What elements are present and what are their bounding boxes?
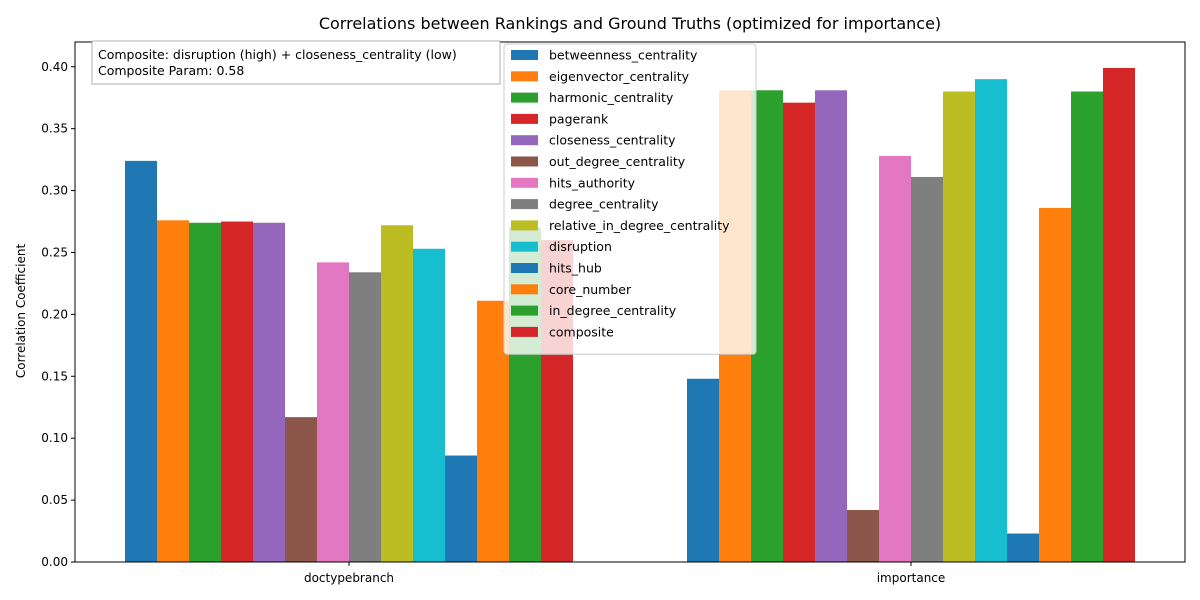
chart-title: Correlations between Rankings and Ground…: [319, 14, 941, 33]
y-tick-label: 0.25: [41, 245, 68, 259]
y-axis-label: Correlation Coefficient: [14, 244, 28, 379]
bar-closeness_centrality-doctypebranch: [253, 222, 285, 562]
bar-closeness_centrality-importance: [815, 90, 847, 563]
legend-label-disruption: disruption: [549, 239, 612, 254]
legend-swatch-relative_in_degree_centrality: [511, 220, 538, 231]
legend-swatch-disruption: [511, 241, 538, 252]
bar-out_degree_centrality-importance: [847, 510, 879, 562]
bar-hits_hub-importance: [1007, 533, 1039, 562]
bar-hits_hub-doctypebranch: [445, 455, 477, 562]
legend-label-pagerank: pagerank: [549, 111, 609, 126]
legend-label-hits_authority: hits_authority: [549, 175, 636, 190]
x-tick-label-doctypebranch: doctypebranch: [304, 571, 394, 585]
annotation-line-2: Composite Param: 0.58: [98, 63, 244, 78]
bar-in_degree_centrality-importance: [1071, 91, 1103, 563]
y-tick-label: 0.05: [41, 493, 68, 507]
bar-pagerank-importance: [783, 102, 815, 563]
legend-swatch-betweenness_centrality: [511, 50, 538, 60]
legend-swatch-closeness_centrality: [511, 135, 538, 146]
bar-betweenness_centrality-importance: [687, 378, 719, 562]
bar-disruption-doctypebranch: [413, 248, 445, 562]
bar-pagerank-doctypebranch: [221, 221, 253, 562]
legend-swatch-composite: [511, 326, 538, 337]
bar-out_degree_centrality-doctypebranch: [285, 417, 317, 562]
plot-frame: [74, 41, 1186, 563]
bar-degree_centrality-importance: [911, 176, 943, 562]
bar-composite-importance: [1103, 68, 1135, 562]
annotation-box: Composite: disruption (high) + closeness…: [91, 40, 501, 85]
y-tick-label: 0.35: [41, 122, 68, 136]
legend-label-betweenness_centrality: betweenness_centrality: [549, 48, 698, 63]
legend-frame: [503, 43, 757, 355]
bar-degree_centrality-doctypebranch: [349, 272, 381, 562]
y-tick-label: 0.15: [41, 369, 68, 383]
legend-label-degree_centrality: degree_centrality: [549, 197, 659, 212]
y-tick-label: 0.30: [41, 184, 68, 198]
bar-betweenness_centrality-doctypebranch: [125, 160, 157, 562]
y-tick-label: 0.00: [41, 555, 68, 569]
legend-swatch-degree_centrality: [511, 199, 538, 210]
legend-label-closeness_centrality: closeness_centrality: [549, 133, 676, 148]
legend-label-out_degree_centrality: out_degree_centrality: [549, 154, 686, 169]
legend-swatch-core_number: [511, 284, 538, 295]
legend-label-eigenvector_centrality: eigenvector_centrality: [549, 69, 690, 84]
y-tick-label: 0.10: [41, 431, 68, 445]
legend-swatch-pagerank: [511, 113, 538, 124]
legend-swatch-harmonic_centrality: [511, 92, 538, 103]
legend-label-harmonic_centrality: harmonic_centrality: [549, 90, 674, 105]
bar-harmonic_centrality-doctypebranch: [189, 222, 221, 562]
annotation-line-1: Composite: disruption (high) + closeness…: [98, 47, 457, 62]
axes-group: 0.00 0.05 0.10 0.15 0.20 0.25 0.30 0.35 0.40 doct…: [41, 41, 1186, 585]
legend-label-relative_in_degree_centrality: relative_in_degree_centrality: [549, 218, 730, 233]
legend-swatch-out_degree_centrality: [511, 156, 538, 167]
legend-label-composite: composite: [549, 324, 614, 339]
legend-swatch-hits_hub: [511, 263, 538, 273]
bar-relative_in_degree_centrality-doctypebranch: [381, 225, 413, 562]
bar-eigenvector_centrality-doctypebranch: [157, 220, 189, 563]
y-tick-label: 0.40: [41, 60, 68, 74]
bar-disruption-importance: [975, 79, 1007, 563]
legend-swatch-in_degree_centrality: [511, 305, 538, 316]
bar-hits_authority-importance: [879, 155, 911, 562]
legend-label-core_number: core_number: [549, 282, 632, 297]
legend-swatch-eigenvector_centrality: [511, 71, 538, 82]
bar-hits_authority-doctypebranch: [317, 262, 349, 562]
legend: betweenness_centrality eigenvector_centra…: [503, 43, 757, 355]
x-tick-label-importance: importance: [877, 571, 946, 585]
legend-swatch-hits_authority: [511, 177, 538, 188]
legend-label-in_degree_centrality: in_degree_centrality: [549, 303, 677, 318]
y-tick-label: 0.20: [41, 307, 68, 321]
legend-label-hits_hub: hits_hub: [549, 261, 602, 276]
bar-relative_in_degree_centrality-importance: [943, 91, 975, 563]
bar-core_number-importance: [1039, 207, 1071, 562]
